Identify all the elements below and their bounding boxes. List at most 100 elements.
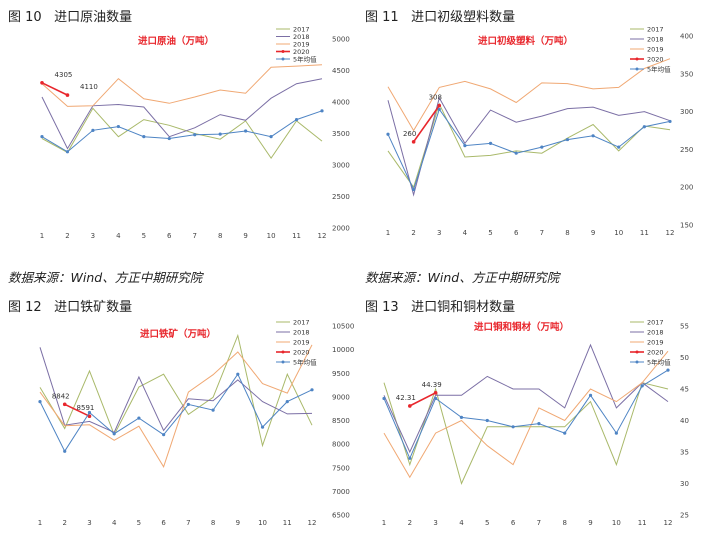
series-point-5年均值 [537,422,541,426]
series-line-2017 [41,107,323,159]
legend-label: 5年均值 [293,357,317,366]
figure-10-heading: 图 10 进口原油数量 [8,6,132,25]
y-tick-label: 45 [680,386,689,394]
y-tick-label: 7000 [332,488,350,496]
y-tick-label: 8500 [332,417,350,425]
x-tick-label: 11 [292,232,301,240]
series-point-5年均值 [116,124,120,129]
y-tick-label: 9500 [332,370,350,378]
figure-11-label: 图 11 [365,10,399,25]
y-tick-label: 200 [680,184,693,192]
series-point-5年均值 [112,432,116,436]
legend-label: 2018 [293,328,310,336]
series-line-2019 [41,64,323,107]
x-tick-label: 2 [411,229,415,237]
series-point-2020 [87,414,92,419]
x-tick-label: 5 [137,519,141,527]
x-tick-label: 2 [62,519,66,527]
x-tick-label: 9 [236,519,240,527]
legend-label: 2017 [293,318,310,326]
series-line-2020 [41,82,68,96]
series-point-2020 [62,402,67,407]
y-tick-label: 3000 [332,162,350,170]
x-tick-label: 1 [386,229,390,237]
y-tick-label: 400 [680,33,693,41]
figure-12-label: 图 12 [8,300,42,315]
data-label: 42.31 [396,394,416,402]
series-point-5年均值 [162,433,166,437]
x-tick-label: 4 [116,232,121,240]
x-tick-label: 12 [664,519,673,527]
y-tick-label: 5000 [332,36,350,44]
x-tick-label: 10 [612,519,621,527]
series-point-5年均值 [563,431,567,435]
figure-10-title: 进口原油数量 [54,10,133,25]
figure-12-heading: 图 12 进口铁矿数量 [8,296,132,315]
y-tick-label: 3500 [332,130,350,138]
series-point-5年均值 [668,119,672,124]
x-tick-label: 3 [91,232,95,240]
series-line-2018 [387,96,671,197]
series-point-5年均值 [40,135,44,139]
series-point-5年均值 [38,400,42,404]
series-point-5年均值 [310,388,314,392]
series-point-2020 [408,404,412,408]
series-point-5年均值 [285,400,289,404]
series-line-5年均值 [387,108,671,191]
legend-marker [281,350,285,354]
series-line-2019 [39,344,313,468]
series-point-5年均值 [412,187,416,192]
legend-label: 2020 [647,348,664,356]
x-tick-label: 10 [267,232,276,240]
series-point-5年均值 [588,393,593,397]
legend-label: 2020 [293,348,310,356]
x-tick-label: 2 [408,519,412,527]
x-tick-label: 12 [666,229,675,237]
series-point-5年均值 [244,129,248,133]
legend-label: 2017 [293,25,310,33]
y-tick-label: 350 [680,70,693,78]
series-point-5年均值 [463,144,467,148]
x-tick-label: 6 [167,232,172,240]
y-tick-label: 4000 [332,99,350,107]
y-tick-label: 30 [680,480,689,488]
series-point-5年均值 [91,128,95,132]
series-line-2017 [387,102,671,189]
series-point-5年均值 [320,109,324,113]
legend-label: 5年均值 [647,64,671,73]
legend-label: 2019 [293,40,310,48]
series-point-5年均值 [193,133,197,137]
series-point-5年均值 [666,368,670,372]
y-tick-label: 10500 [332,323,354,331]
y-tick-label: 8000 [332,441,350,449]
x-tick-label: 5 [142,232,146,240]
legend-label: 2018 [647,35,664,43]
data-label: 8842 [52,392,70,400]
source-note-left: 数据来源：Wind、方正中期研究院 [8,270,203,285]
series-point-2020 [65,93,70,97]
series-point-2020 [437,103,442,108]
y-tick-label: 9000 [332,393,350,401]
chart-title: 进口铁矿（万吨） [140,328,216,340]
y-tick-label: 4500 [332,67,350,75]
x-tick-label: 8 [565,229,569,237]
legend-marker [635,57,639,61]
series-line-2018 [383,343,669,454]
x-tick-label: 7 [537,519,541,527]
y-tick-label: 55 [680,323,689,331]
legend-label: 2018 [647,328,664,336]
legend-label: 2017 [647,318,664,326]
figure-13-heading: 图 13 进口铜和铜材数量 [365,296,515,315]
series-line-2018 [39,347,313,433]
legend-label: 2017 [647,25,664,33]
series-point-5年均值 [511,425,515,429]
chart-title: 进口原油（万吨） [138,35,214,47]
x-tick-label: 12 [318,232,327,240]
series-line-5年均值 [383,369,669,460]
series-point-5年均值 [294,118,299,122]
data-label: 8591 [77,404,95,412]
series-point-5年均值 [640,384,644,388]
legend-label: 2019 [647,338,664,346]
